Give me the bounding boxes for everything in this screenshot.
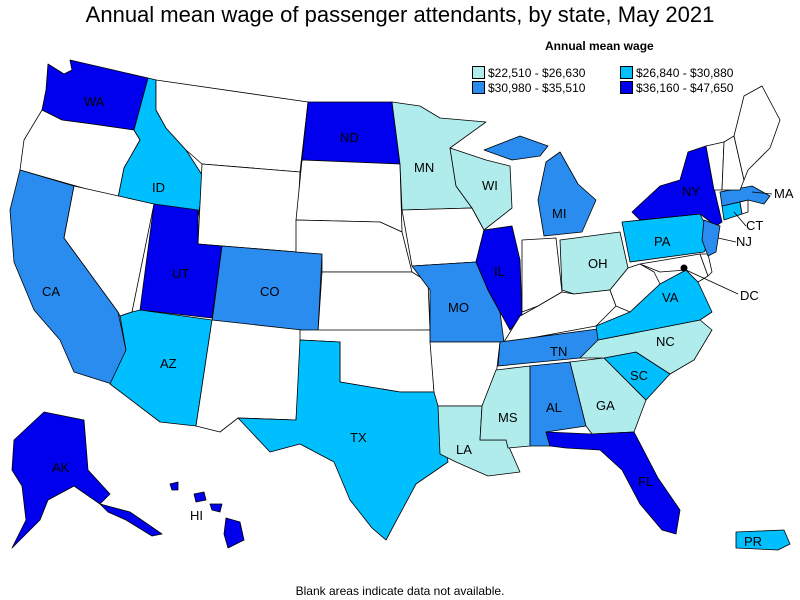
state-HI[interactable] (169, 481, 245, 549)
state-TX[interactable] (237, 339, 449, 541)
label-AK: AK (52, 460, 70, 475)
map-title: Annual mean wage of passenger attendants… (85, 2, 715, 27)
label-HI: HI (190, 508, 203, 523)
label-NY: NY (682, 184, 700, 199)
legend-label-1: $22,510 - $26,630 (488, 66, 586, 80)
label-UT: UT (172, 266, 189, 281)
legend-swatch-4 (620, 81, 633, 94)
state-KY[interactable] (503, 289, 617, 343)
state-DE[interactable] (699, 253, 713, 277)
legend-swatch-1 (472, 66, 485, 79)
state-IL[interactable] (475, 225, 523, 331)
state-MA[interactable] (719, 185, 771, 207)
state-IA[interactable] (401, 207, 485, 267)
leader-NJ (717, 237, 737, 243)
state-WY[interactable] (197, 163, 301, 253)
state-AK[interactable] (11, 411, 111, 549)
legend-label-4: $36,160 - $47,650 (636, 81, 734, 95)
label-OH: OH (588, 256, 608, 271)
label-AL: AL (546, 400, 562, 415)
label-MI: MI (552, 206, 566, 221)
dc-marker[interactable] (680, 264, 688, 272)
legend-swatch-2 (620, 66, 633, 79)
legend-label-3: $30,980 - $35,510 (488, 81, 586, 95)
label-MN: MN (414, 160, 434, 175)
state-ME[interactable] (733, 85, 781, 181)
label-WI: WI (482, 178, 498, 193)
state-FL[interactable] (545, 431, 681, 535)
label-ID: ID (152, 180, 165, 195)
label-MS: MS (498, 410, 518, 425)
label-NJ: NJ (736, 234, 752, 249)
label-AZ: AZ (160, 356, 177, 371)
label-FL: FL (638, 474, 653, 489)
label-MO: MO (448, 300, 469, 315)
label-MA: MA (774, 186, 794, 201)
legend-swatch-3 (472, 81, 485, 94)
state-MI[interactable] (483, 135, 597, 237)
label-TX: TX (350, 430, 367, 445)
state-PR[interactable] (735, 529, 791, 551)
label-DC: DC (740, 288, 759, 303)
legend-title: Annual mean wage (545, 39, 654, 53)
state-NJ[interactable] (701, 219, 721, 257)
legend-label-2: $26,840 - $30,880 (636, 66, 734, 80)
legend-item-4: $36,160 - $47,650 (620, 81, 733, 95)
label-NC: NC (656, 334, 675, 349)
leader-CT (733, 211, 747, 227)
label-SC: SC (630, 368, 648, 383)
legend-item-3: $30,980 - $35,510 (472, 81, 585, 95)
label-LA: LA (456, 442, 472, 457)
state-WI[interactable] (449, 147, 513, 231)
leader-MA (751, 191, 773, 195)
legend-item-1: $22,510 - $26,630 (472, 66, 585, 80)
label-ND: ND (340, 130, 359, 145)
label-CA: CA (42, 284, 60, 299)
label-IL: IL (494, 264, 505, 279)
label-PR: PR (744, 534, 762, 549)
legend-item-2: $26,840 - $30,880 (620, 66, 733, 80)
state-NM[interactable] (195, 319, 303, 433)
label-GA: GA (596, 398, 615, 413)
state-NH[interactable] (721, 135, 745, 191)
state-NC[interactable] (579, 319, 713, 375)
footnote: Blank areas indicate data not available. (295, 584, 505, 598)
label-WA: WA (84, 94, 105, 109)
label-CT: CT (746, 218, 763, 233)
label-TN: TN (550, 344, 567, 359)
label-PA: PA (654, 234, 671, 249)
state-KS[interactable] (317, 271, 431, 333)
label-VA: VA (662, 290, 679, 305)
state-AK-panhandle[interactable] (99, 503, 163, 537)
label-CO: CO (260, 284, 280, 299)
state-WV[interactable] (609, 263, 661, 313)
leader-DC (685, 269, 739, 295)
